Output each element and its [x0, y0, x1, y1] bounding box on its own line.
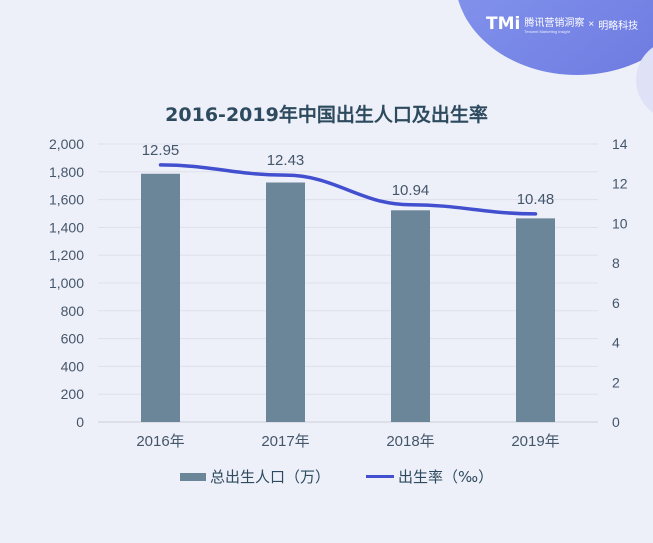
- logo: TMi 腾讯营销洞察 Tencent Marketing Insight × 明略…: [486, 14, 638, 34]
- y-right-tick: 14: [612, 136, 628, 152]
- x-tick: 2018年: [386, 433, 434, 450]
- partner-logo: 明略科技: [598, 20, 639, 32]
- legend-swatch-line: [366, 475, 395, 478]
- logo-text: 腾讯营销洞察: [524, 18, 585, 29]
- bar: [516, 218, 555, 422]
- y-left-tick: 1,200: [49, 247, 84, 263]
- y-left-tick: 1,800: [49, 164, 84, 180]
- y-left-tick: 600: [61, 331, 85, 347]
- legend-item-bar: 总出生人口（万）: [180, 466, 330, 487]
- data-label: 12.43: [267, 152, 305, 169]
- decorative-circle: [458, 0, 653, 75]
- y-left-tick: 1,000: [49, 275, 84, 291]
- y-left-tick: 1,600: [49, 192, 84, 208]
- logo-brand: TMi: [486, 14, 521, 34]
- line-series: [158, 163, 538, 216]
- y-left-tick: 400: [61, 358, 85, 374]
- bar: [391, 210, 430, 422]
- y-right-tick: 6: [612, 295, 620, 311]
- legend: 总出生人口（万） 出生率（‰）: [180, 466, 493, 487]
- y-left-tick: 0: [76, 414, 84, 430]
- x-tick: 2017年: [261, 433, 309, 450]
- legend-item-line: 出生率（‰）: [366, 466, 493, 487]
- legend-label: 出生率（‰）: [398, 468, 494, 486]
- y-right-tick: 2: [612, 374, 620, 390]
- y-right-tick: 10: [612, 215, 628, 231]
- chart-title: 2016-2019年中国出生人口及出生率: [165, 104, 488, 126]
- decorative-circle-small: [636, 47, 653, 113]
- bar: [141, 173, 180, 422]
- bar: [266, 182, 305, 422]
- y-right-tick: 0: [612, 414, 620, 430]
- x-tick: 2019年: [511, 433, 559, 450]
- legend-label: 总出生人口（万）: [210, 468, 331, 486]
- data-label: 12.95: [142, 142, 180, 159]
- logo-sub: Tencent Marketing Insight: [524, 29, 570, 34]
- y-left-tick: 800: [61, 303, 85, 319]
- legend-swatch-bar: [180, 472, 206, 481]
- y-left-tick: 200: [61, 386, 85, 402]
- logo-times: ×: [588, 18, 595, 30]
- y-right-tick: 12: [612, 176, 628, 192]
- y-left-tick: 1,400: [49, 219, 84, 235]
- data-label: 10.94: [392, 182, 430, 199]
- y-left-tick: 2,000: [49, 136, 84, 152]
- data-label: 10.48: [517, 191, 555, 208]
- y-right-tick: 8: [612, 255, 620, 271]
- y-right-tick: 4: [612, 335, 620, 351]
- x-tick: 2016年: [136, 433, 184, 450]
